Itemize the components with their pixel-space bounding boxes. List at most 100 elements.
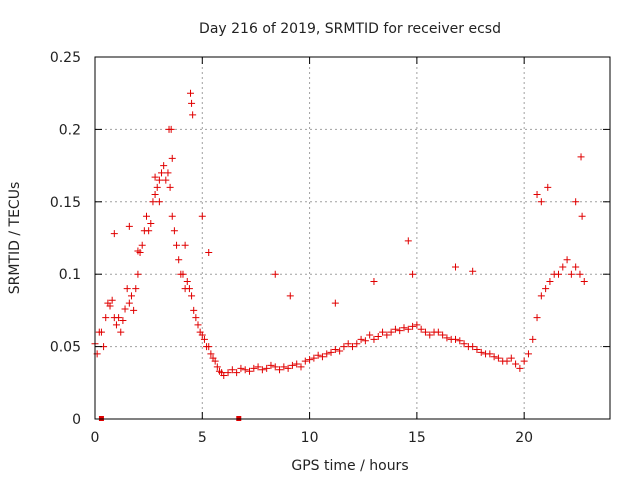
data-point (577, 153, 585, 161)
data-point (331, 345, 339, 353)
data-point (421, 328, 429, 336)
data-point (127, 292, 135, 300)
data-point (160, 162, 168, 170)
data-point (284, 364, 292, 372)
y-tick-label: 0.2 (59, 122, 81, 138)
data-point (132, 285, 140, 293)
chart-title: Day 216 of 2019, SRMTID for receiver ecs… (199, 21, 501, 37)
data-point (246, 367, 253, 375)
data-point (155, 198, 163, 206)
data-point (151, 191, 159, 199)
data-point (198, 331, 206, 339)
data-point (572, 263, 580, 271)
data-point (173, 241, 181, 249)
data-point (323, 350, 331, 358)
data-point (340, 343, 348, 351)
data-point (112, 321, 120, 329)
data-point (546, 277, 554, 285)
data-point (555, 270, 562, 278)
y-tick-labels: 0 0.05 0.1 0.15 0.2 0.25 (50, 50, 81, 428)
data-point (97, 328, 105, 336)
data-point (314, 351, 322, 359)
data-point (162, 176, 170, 184)
data-point (336, 347, 344, 355)
data-point (220, 372, 228, 380)
data-point (286, 292, 294, 300)
data-point (108, 296, 116, 304)
data-point (344, 340, 352, 348)
data-point (205, 343, 213, 351)
data-point (387, 328, 395, 336)
data-point (188, 292, 196, 300)
data-point (413, 321, 421, 329)
data-point (102, 314, 110, 322)
data-point (580, 277, 588, 285)
data-point (233, 369, 241, 377)
data-point (106, 302, 114, 310)
data-point (353, 340, 361, 348)
data-point (271, 363, 279, 371)
data-point (409, 322, 417, 330)
data-point (263, 364, 271, 372)
data-point (198, 212, 206, 220)
data-point (188, 99, 196, 107)
data-point (391, 325, 399, 333)
data-point (542, 285, 550, 293)
data-point (456, 337, 464, 345)
data-point (134, 247, 142, 255)
data-point (179, 270, 187, 278)
x-tick-labels: 0 5 10 15 20 (91, 430, 534, 446)
data-point (149, 198, 157, 206)
data-point (370, 335, 378, 343)
data-point (559, 263, 567, 271)
data-point (310, 354, 318, 362)
data-point (404, 237, 412, 245)
data-point (280, 363, 288, 371)
data-point (170, 227, 178, 235)
data-point (301, 357, 309, 365)
y-tick-label: 0.15 (50, 195, 81, 211)
data-point (125, 222, 133, 230)
data-point (207, 350, 215, 358)
data-point (443, 334, 451, 342)
data-point (205, 248, 213, 256)
data-point (293, 360, 301, 368)
y-tick-label: 0.25 (50, 50, 81, 66)
data-point (241, 366, 249, 374)
y-tick-label: 0.1 (59, 267, 81, 283)
data-point (400, 324, 408, 332)
data-point (130, 306, 138, 314)
data-point (250, 364, 258, 372)
data-point (276, 366, 284, 374)
data-point (404, 325, 412, 333)
x-axis-label: GPS time / hours (291, 458, 408, 474)
data-point (417, 325, 425, 333)
data-point (439, 331, 447, 339)
data-point (224, 369, 232, 377)
data-point (121, 305, 129, 313)
data-point (469, 343, 477, 351)
data-point (396, 327, 404, 335)
data-point (434, 328, 442, 336)
data-point (164, 169, 172, 177)
data-point (576, 270, 584, 278)
data-point (143, 212, 150, 220)
data-point (516, 364, 524, 372)
data-point (524, 350, 532, 358)
data-point (271, 270, 279, 278)
data-point (578, 212, 586, 220)
data-point (426, 331, 434, 339)
data-point (494, 354, 502, 362)
data-point (200, 335, 208, 343)
data-point (567, 270, 575, 278)
data-point (533, 314, 541, 322)
y-tick-label: 0 (72, 412, 81, 428)
data-points (91, 89, 588, 421)
data-point (537, 292, 545, 300)
data-point (288, 361, 296, 369)
data-point (189, 111, 197, 119)
data-point (469, 267, 477, 275)
data-point (119, 317, 127, 325)
data-point (460, 340, 468, 348)
